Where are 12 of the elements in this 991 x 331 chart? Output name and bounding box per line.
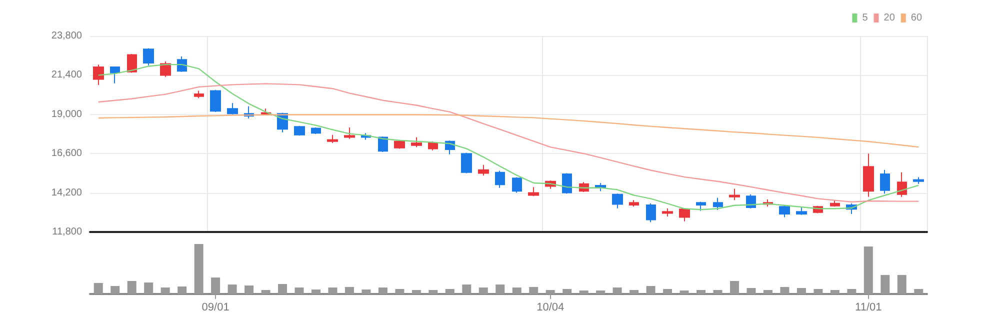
y-tick-label: 14,200 bbox=[51, 187, 82, 198]
x-tick-label: 09/01 bbox=[202, 302, 230, 314]
y-tick-label: 16,600 bbox=[51, 148, 82, 160]
x-tick-label: 10/04 bbox=[536, 302, 564, 314]
legend-label: 5 bbox=[862, 12, 868, 24]
y-tick-label: 23,800 bbox=[51, 30, 82, 42]
y-tick-label: 21,400 bbox=[51, 70, 82, 81]
legend-label: 20 bbox=[884, 12, 896, 24]
y-tick-label: 19,000 bbox=[51, 108, 82, 120]
y-tick-label: 11,800 bbox=[52, 226, 82, 238]
legend-label: 60 bbox=[910, 12, 922, 24]
x-tick-label: 11/01 bbox=[855, 302, 882, 314]
